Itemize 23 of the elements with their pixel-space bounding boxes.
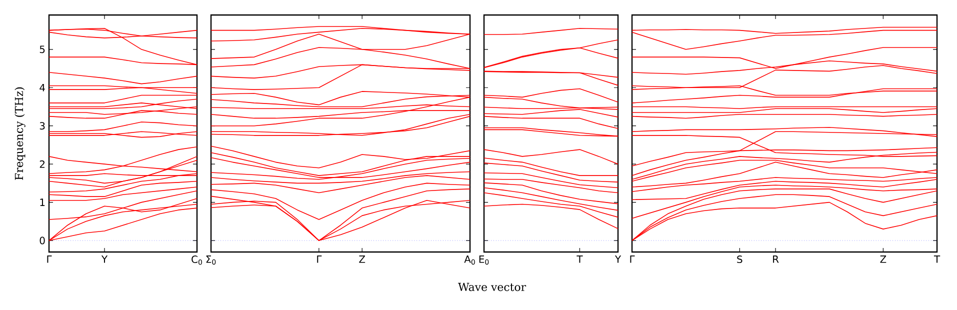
y-axis-title: Frequency (THz) <box>14 87 26 180</box>
y-tick-label: 4 <box>40 84 45 92</box>
x-tick-label: Z <box>880 256 886 263</box>
x-tick-label: Σ$_{0}$ <box>206 256 216 265</box>
x-tick-label: S <box>737 256 742 264</box>
y-tick-label: 3 <box>40 122 45 130</box>
x-tick-label: R <box>773 256 779 263</box>
y-tick-label: 5 <box>40 46 45 54</box>
y-tick-label: 0 <box>40 236 45 244</box>
y-tick-label: 2 <box>40 160 44 168</box>
x-tick-label: Γ <box>317 256 322 263</box>
y-tick-label: 1 <box>40 198 45 206</box>
x-tick-label: Y <box>101 256 108 263</box>
x-tick-label: Γ <box>47 256 52 263</box>
x-axis-title: Wave vector <box>458 282 526 292</box>
x-tick-label: Γ <box>630 256 635 263</box>
x-tick-label: Y <box>614 256 622 263</box>
x-tick-label: C$_{0}$ <box>192 256 202 265</box>
x-tick-label: E$_{0}$ <box>479 256 489 265</box>
x-tick-label: Z <box>359 256 366 263</box>
x-tick-label: T <box>934 256 940 263</box>
x-tick-label: A$_{0}$ <box>464 256 475 265</box>
x-tick-label: T <box>576 256 583 263</box>
